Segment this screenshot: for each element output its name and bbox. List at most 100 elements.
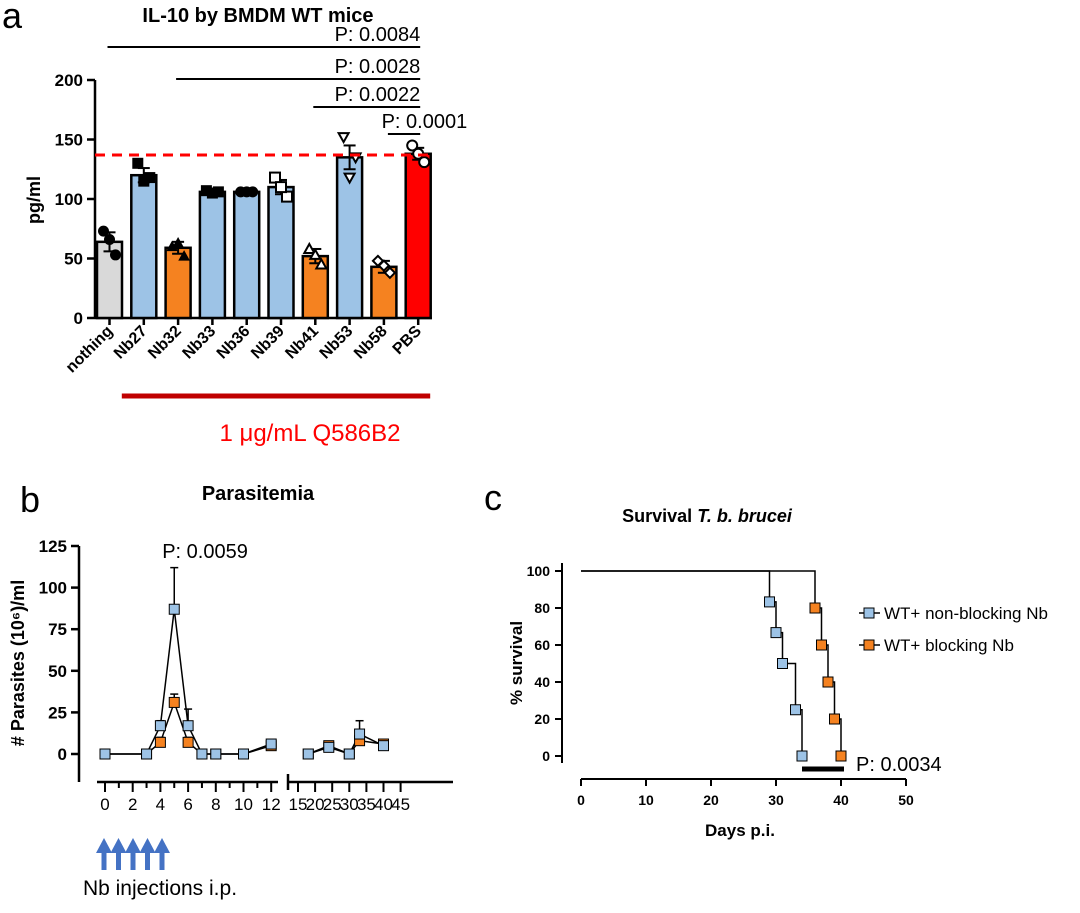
chart-b-y-tick-label: 0 [58,745,67,764]
chart-a-bar [267,185,295,320]
chart-c-x-tick-label: 10 [638,792,654,808]
chart-b-y-tick-label: 100 [39,579,67,598]
chart-b-point [168,603,180,615]
chart-a-point [104,233,115,245]
chart-c-y-tick-label: 80 [534,600,550,616]
chart-c-x-tick-label: 20 [703,792,719,808]
chart-a-x-tick-label: Nb32 [145,323,185,363]
chart-a-point [418,156,431,169]
chart-c-annotation: P: 0.0034 [856,754,942,776]
chart-a-point [336,132,351,145]
chart-c-point [829,713,840,725]
chart-a-point [206,187,218,199]
chart-b-y-tick-label: 50 [48,662,67,681]
chart-c: 0 20 40 60 80 100 0 10 20 30 40 50 WT+ non-blocking … [527,563,1048,808]
injection-arrow-head [139,838,156,853]
chart-b-point [182,720,194,732]
injection-arrow-head [110,838,127,853]
chart-a-point [275,181,287,194]
chart-c-x-tick-label: 40 [833,792,849,808]
chart-b-x-tick-label: 40 [374,795,393,814]
chart-c-point [816,639,827,651]
chart-a-x-tick-label: Nb58 [351,323,391,363]
chart-a-x-tick-label: Nb27 [111,323,151,363]
chart-b-point [302,748,314,760]
chart-a-point [314,257,328,270]
chart-a-point [269,171,281,184]
chart-b-point [141,748,153,760]
comparison-label: P: 0.0028 [335,56,421,78]
chart-a-point [281,190,293,203]
chart-a-y-tick-label: 200 [55,71,83,90]
chart-c-point [835,750,847,762]
chart-b-x-tick-label: 30 [340,795,359,814]
chart-a-bar [232,190,261,320]
chart-c-y-tick-label: 100 [527,563,551,579]
injection-arrow-head [125,838,141,853]
chart-a-y-tick-label: 50 [64,250,83,269]
chart-a-x-tick-label: Nb36 [214,323,254,363]
chart-a-ylabel: pg/ml [24,176,44,224]
chart-c-point [770,627,782,639]
chart-b-x-tick-label: 45 [391,795,410,814]
chart-b-y-tick-label: 25 [48,703,67,722]
chart-c-point [790,704,801,716]
chart-b-point [168,696,180,708]
chart-a-y-tick-label: 150 [55,131,83,150]
treatment-label: 1 μg/mL Q586B2 [219,420,400,447]
chart-a-y-tick-label: 0 [74,309,83,328]
chart-b-point [154,736,166,748]
chart-a-bar [130,173,158,320]
panel-letter-c: c [484,477,502,518]
chart-b-ylabel: # Parasites (10⁶)/ml [8,580,28,746]
panel-letter-b: b [20,479,40,520]
chart-a-point [302,241,316,254]
chart-a-x-tick-label: Nb53 [317,323,357,363]
chart-a: 050100150200nothingNb27Nb32Nb33Nb36Nb39N… [55,24,467,399]
chart-a-point [138,175,150,187]
chart-b-point [378,740,389,752]
comparison-label: P: 0.0084 [335,24,421,46]
chart-b-x-tick-label: 0 [100,795,109,814]
chart-a-point [132,157,144,169]
chart-a-point [241,186,253,198]
injection-note: Nb injections i.p. [83,877,237,900]
chart-c-y-tick-label: 60 [534,637,550,653]
chart-b-x-tick-label: 12 [262,795,281,814]
chart-a-x-tick-label: Nb41 [282,323,322,363]
chart-a-y-tick-label: 100 [55,190,83,209]
chart-b-title: Parasitemia [202,483,315,505]
chart-a-point [110,249,121,261]
chart-a-point [377,259,391,273]
chart-b-point [154,720,166,732]
chart-b-point [238,748,249,760]
chart-a-title: IL-10 by BMDM WT mice [142,5,373,27]
chart-c-ylabel: % survival [507,621,526,705]
chart-b-x-tick-label: 25 [323,795,342,814]
chart-a-bar [198,190,227,320]
chart-a-x-tick-label: PBS [390,323,426,359]
chart-a-x-tick-label: nothing [63,323,116,376]
chart-a-x-tick-label: Nb33 [180,323,220,363]
chart-c-point [764,596,775,608]
chart-b-x-tick-label: 8 [211,795,220,814]
panel-letter-a: a [2,0,23,36]
legend-label: WT+ non-blocking Nb [884,604,1048,623]
chart-b-x-tick-label: 2 [128,795,137,814]
chart-a-point [172,237,184,248]
chart-b-point [99,748,111,760]
chart-a-point [98,225,109,237]
chart-c-x-tick-label: 50 [898,792,914,808]
chart-a-point [406,139,419,152]
chart-c-point [822,676,834,688]
chart-b-point [210,748,222,760]
chart-c-y-tick-label: 40 [534,674,550,690]
chart-b-x-tick-label: 4 [156,795,165,814]
chart-b-series-line [105,609,272,755]
chart-b-point [323,741,335,753]
chart-c-xlabel: Days p.i. [705,821,775,840]
chart-a-point [178,250,190,261]
legend-marker [863,639,875,651]
